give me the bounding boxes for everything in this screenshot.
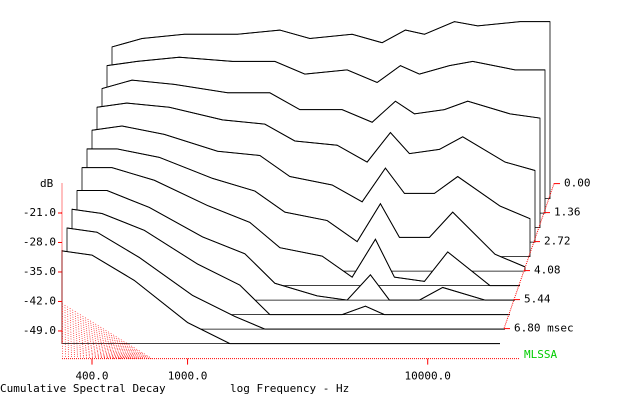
- brand: MLSSA: [524, 348, 557, 361]
- decay-slice: [101, 79, 541, 123]
- floor-hatch: [61, 313, 147, 359]
- y-tick-label: -35.0: [23, 265, 56, 278]
- floor-hatch: [61, 323, 141, 359]
- x-tick-label: 10000.0: [405, 370, 451, 383]
- y-tick-label: -28.0: [23, 235, 56, 248]
- x-axis-label: log Frequency - Hz: [230, 382, 349, 395]
- decay-slice: [96, 102, 536, 171]
- time-tick-label: 2.72: [544, 235, 571, 248]
- time-tick-label: 1.36: [554, 206, 581, 219]
- time-tick-label: 6.80 msec: [514, 322, 574, 335]
- decay-slice: [61, 250, 500, 345]
- floor-hatch: [61, 343, 129, 359]
- floor-hatch: [61, 303, 153, 359]
- floor-hatch: [61, 310, 148, 359]
- decay-slice: [87, 148, 526, 268]
- floor-hatch: [61, 335, 133, 359]
- time-tick-label: 4.08: [534, 264, 561, 277]
- decay-slice: [106, 56, 545, 84]
- floor-hatch: [61, 315, 145, 359]
- x-tick-label: 400.0: [75, 370, 108, 383]
- floor-hatch: [61, 333, 135, 359]
- x-tick-label: 1000.0: [168, 370, 208, 383]
- decay-slice: [71, 208, 510, 316]
- y-tick-label: -21.0: [23, 206, 56, 219]
- floor-hatch: [61, 325, 139, 359]
- time-tick-label: 0.00: [564, 177, 591, 190]
- decay-slice: [91, 125, 531, 220]
- decay-slice: [111, 21, 550, 48]
- floor-hatch: [61, 305, 151, 359]
- time-axis-line: [503, 183, 555, 329]
- floor-hatch: [61, 318, 144, 359]
- y-axis-label: dB: [40, 177, 54, 190]
- floor-hatch: [61, 353, 123, 359]
- floor-hatch: [61, 355, 121, 359]
- plot: [61, 21, 551, 345]
- floor-hatch: [61, 345, 127, 359]
- floor-hatch: [61, 350, 124, 359]
- y-tick-label: -49.0: [23, 324, 56, 337]
- decay-slice: [66, 227, 505, 330]
- decay-slice: [77, 190, 515, 301]
- decay-slice: [82, 167, 520, 287]
- time-tick-label: 5.44: [524, 293, 551, 306]
- chart-title: Cumulative Spectral Decay: [0, 382, 166, 395]
- floor-hatch: [61, 330, 136, 359]
- y-tick-label: -42.0: [23, 294, 56, 307]
